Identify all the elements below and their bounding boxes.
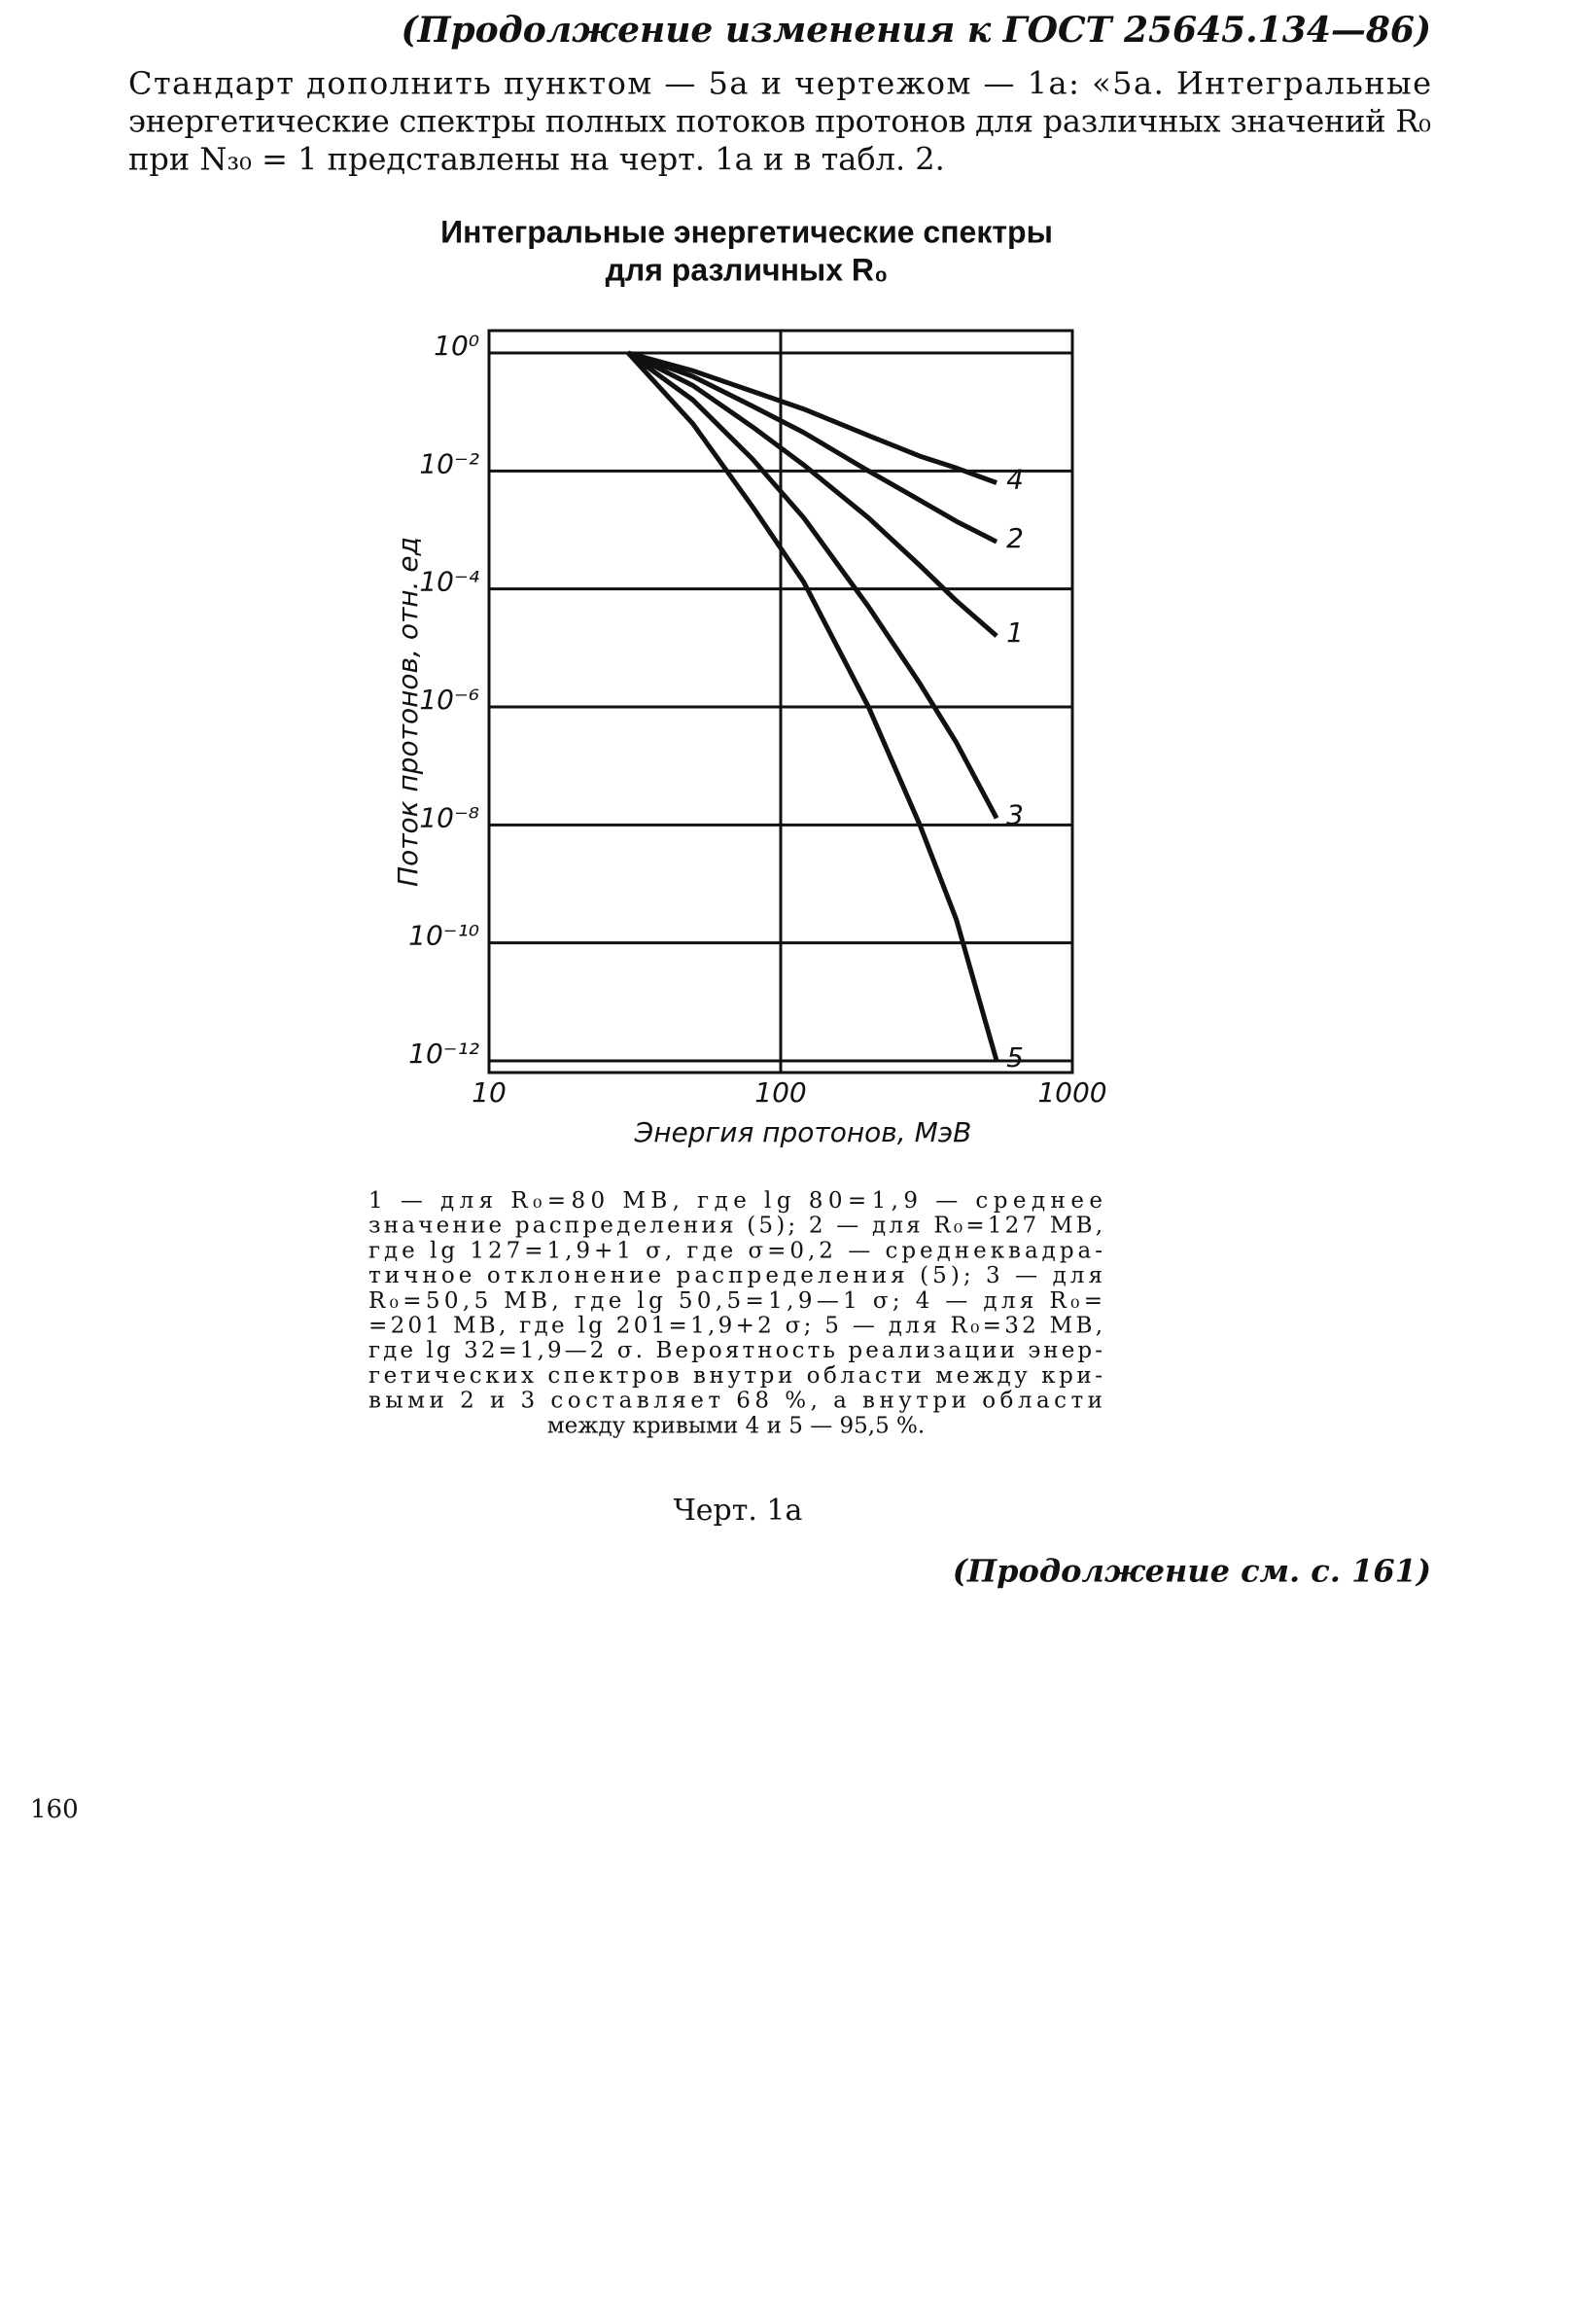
series-label: 5 [1006,1041,1024,1074]
caption-line: =201 МВ, где lg 201=1,9+2 σ; 5 — для R₀=… [368,1314,1102,1339]
paragraph-line: энергетические спектры полных потоков пр… [128,103,1431,140]
series-label: 1 [1006,616,1024,649]
series-line [626,350,998,638]
paragraph: Стандарт дополнить пунктом — 5а и чертеж… [128,65,1431,178]
figure-label: Черт. 1а [674,1494,803,1528]
caption-line: R₀=50,5 МВ, где lg 50,5=1,9—1 σ; 4 — для… [368,1288,1102,1314]
series-label: 4 [1006,464,1024,496]
x-tick-label: 1000 [1037,1076,1106,1109]
series-label: 3 [1006,798,1024,830]
paragraph-line: при N₃₀ = 1 представлены на черт. 1а и в… [128,141,945,178]
chart: 10⁰ 10⁻² 10⁻⁴ 10⁻⁶ 10⁻⁸ 10⁻¹⁰ 10⁻¹² 10 100 1000 4 2… [408,329,1107,1109]
series-label: 2 [1006,522,1024,554]
y-tick-label: 10⁻¹² [408,1038,479,1070]
paragraph-line: Стандарт дополнить пунктом — 5а и чертеж… [128,65,1431,102]
caption-line: между кривыми 4 и 5 — 95,5 %. [547,1413,925,1438]
caption-line: выми 2 и 3 составляет 68 %, а внутри обл… [368,1389,1102,1414]
y-tick-label: 10⁻² [419,447,479,479]
caption-line: 1 — для R₀=80 МВ, где lg 80=1,9 — средне… [368,1188,1102,1214]
y-tick-label: 10⁻⁶ [419,684,479,716]
y-tick-label: 10⁰ [434,330,479,362]
header: (Продолжение изменения к ГОСТ 25645.134—… [401,10,1431,51]
x-tick-label: 100 [754,1076,806,1109]
x-axis-label: Энергия протонов, МэВ [634,1116,972,1148]
series-line [626,350,999,820]
continuation: (Продолжение см. с. 161) [953,1553,1431,1590]
caption-line: тичное отклонение распределения (5); 3 —… [368,1263,1102,1288]
x-tick-label: 10 [472,1076,507,1109]
caption-line: гетических спектров внутри области между… [368,1363,1102,1389]
chart-title: для различных R₀ [606,252,889,287]
chart-title: Интегральные энергетические спектры [440,214,1053,249]
y-tick-label: 10⁻¹⁰ [408,920,479,952]
y-tick-label: 10⁻⁴ [419,566,479,598]
page-number: 160 [30,1795,79,1824]
y-tick-label: 10⁻⁸ [419,801,479,833]
series-line [626,351,999,1062]
series-line [627,350,998,545]
y-axis-label: Поток протонов, отн. ед [392,537,424,887]
series-line [627,350,998,485]
